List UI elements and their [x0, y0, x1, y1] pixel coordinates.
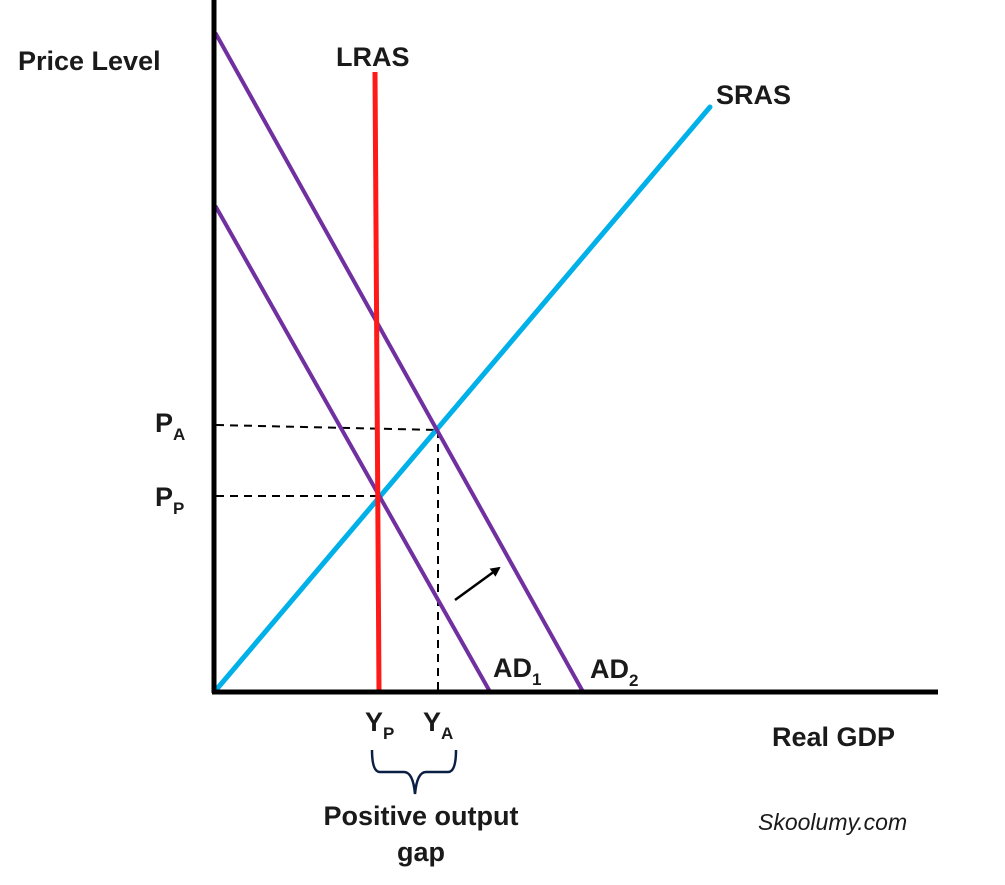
sras-curve	[213, 104, 713, 693]
ad2-label: AD2	[590, 654, 638, 690]
ad1-curve	[214, 205, 491, 692]
y-axis-title: Price Level	[18, 46, 161, 76]
ad2-label-main: AD	[590, 654, 629, 684]
x-tick-yp: YP	[365, 707, 394, 743]
y-tick-pp-sub: P	[173, 499, 184, 518]
gap-brace	[370, 749, 458, 795]
y-tick-pa: PA	[155, 408, 185, 444]
lras-curve	[372, 71, 382, 691]
arrow-up-right-icon	[454, 566, 501, 602]
ad2-label-sub: 2	[629, 671, 638, 690]
gap-label-line1: Positive output	[324, 801, 519, 831]
ad1-label-main: AD	[493, 653, 532, 683]
y-tick-pa-sub: A	[173, 425, 185, 444]
x-tick-ya-sub: A	[441, 724, 453, 743]
site-credit: Skoolumy.com	[758, 809, 907, 835]
ad1-label: AD1	[493, 653, 541, 689]
y-tick-pa-main: P	[155, 408, 173, 438]
x-tick-yp-main: Y	[365, 707, 383, 737]
x-tick-ya-main: Y	[423, 707, 441, 737]
x-axis-title: Real GDP	[772, 722, 895, 752]
y-tick-pp-main: P	[155, 482, 173, 512]
lras-label: LRAS	[336, 42, 410, 72]
gap-label-line2: gap	[397, 837, 445, 867]
x-tick-ya: YA	[423, 707, 453, 743]
y-tick-pp: PP	[155, 482, 184, 518]
ad1-label-sub: 1	[532, 670, 541, 689]
x-tick-yp-sub: P	[383, 724, 394, 743]
sras-label: SRAS	[716, 80, 791, 110]
ad2-curve	[214, 32, 584, 692]
pa-dashed-line	[215, 424, 439, 431]
